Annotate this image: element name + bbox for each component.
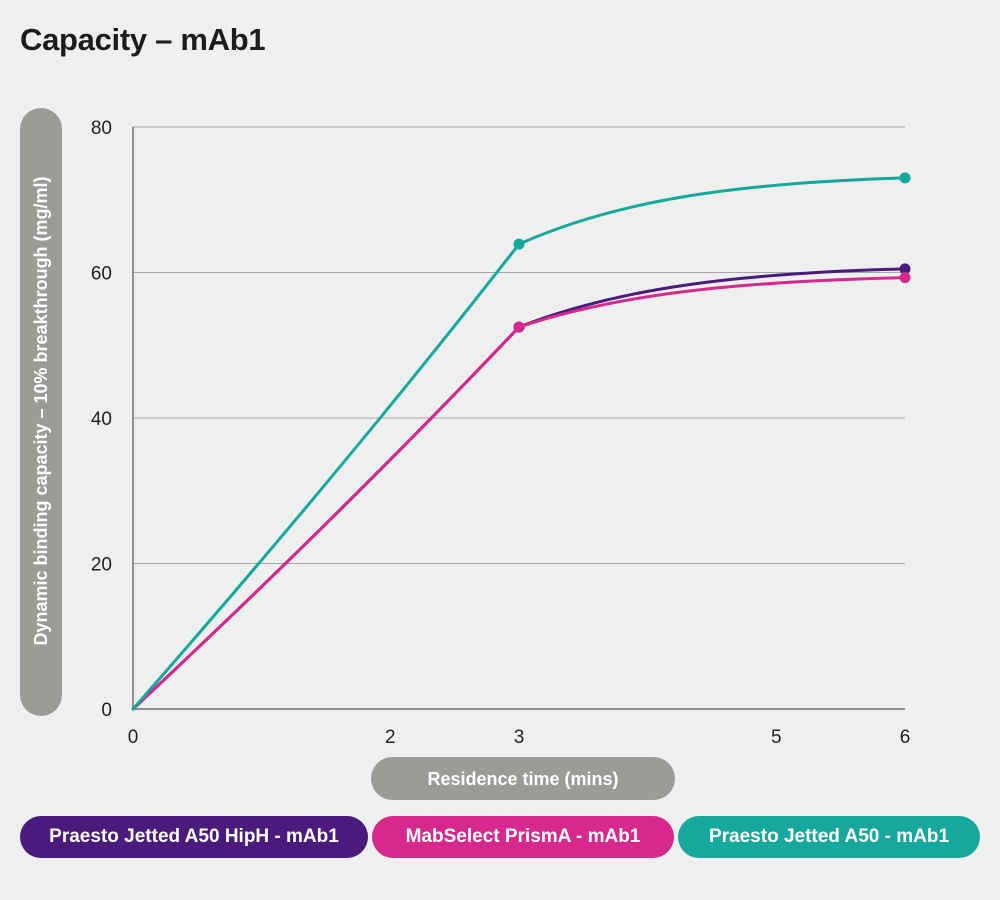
legend-item-praesto-hiph[interactable]: Praesto Jetted A50 HipH - mAb1	[20, 816, 368, 858]
x-axis-label-text: Residence time (mins)	[427, 769, 618, 789]
series-2-point-2	[899, 172, 911, 184]
legend: Praesto Jetted A50 HipH - mAb1 MabSelect…	[20, 816, 980, 858]
series-1-point-1	[513, 321, 525, 333]
x-axis-label: Residence time (mins)	[371, 757, 675, 800]
series-1-point-2	[899, 272, 911, 284]
y-tick-20: 20	[91, 555, 112, 576]
series-0-point-2	[899, 263, 911, 275]
y-tick-60: 60	[91, 264, 112, 285]
y-tick-0: 0	[101, 700, 112, 721]
series-group	[131, 172, 911, 711]
series-line-1	[131, 276, 907, 711]
page-title: Capacity – mAb1	[20, 22, 266, 57]
legend-item-praesto-a50[interactable]: Praesto Jetted A50 - mAb1	[678, 816, 980, 858]
y-tick-80: 80	[91, 118, 112, 139]
series-2-point-1	[513, 238, 525, 250]
x-tick-6: 6	[900, 727, 911, 748]
y-axis-label: Dynamic binding capacity – 10% breakthro…	[20, 108, 62, 716]
y-axis-label-text: Dynamic binding capacity – 10% breakthro…	[31, 176, 51, 645]
x-tick-5: 5	[771, 727, 782, 748]
x-tick-3: 3	[514, 727, 525, 748]
x-tick-labels: 0 2 3 5 6	[128, 727, 911, 748]
x-tick-0: 0	[128, 727, 139, 748]
gridlines	[132, 126, 905, 710]
y-tick-labels: 0 20 40 60 80	[91, 118, 112, 721]
legend-item-mabselect-prisma[interactable]: MabSelect PrismA - mAb1	[372, 816, 674, 858]
x-tick-2: 2	[385, 727, 396, 748]
series-line-0	[131, 267, 907, 711]
y-axis-label-pill	[20, 108, 62, 716]
x-axis-label-pill	[371, 757, 675, 800]
y-tick-40: 40	[91, 409, 112, 430]
series-line-2	[131, 176, 907, 711]
